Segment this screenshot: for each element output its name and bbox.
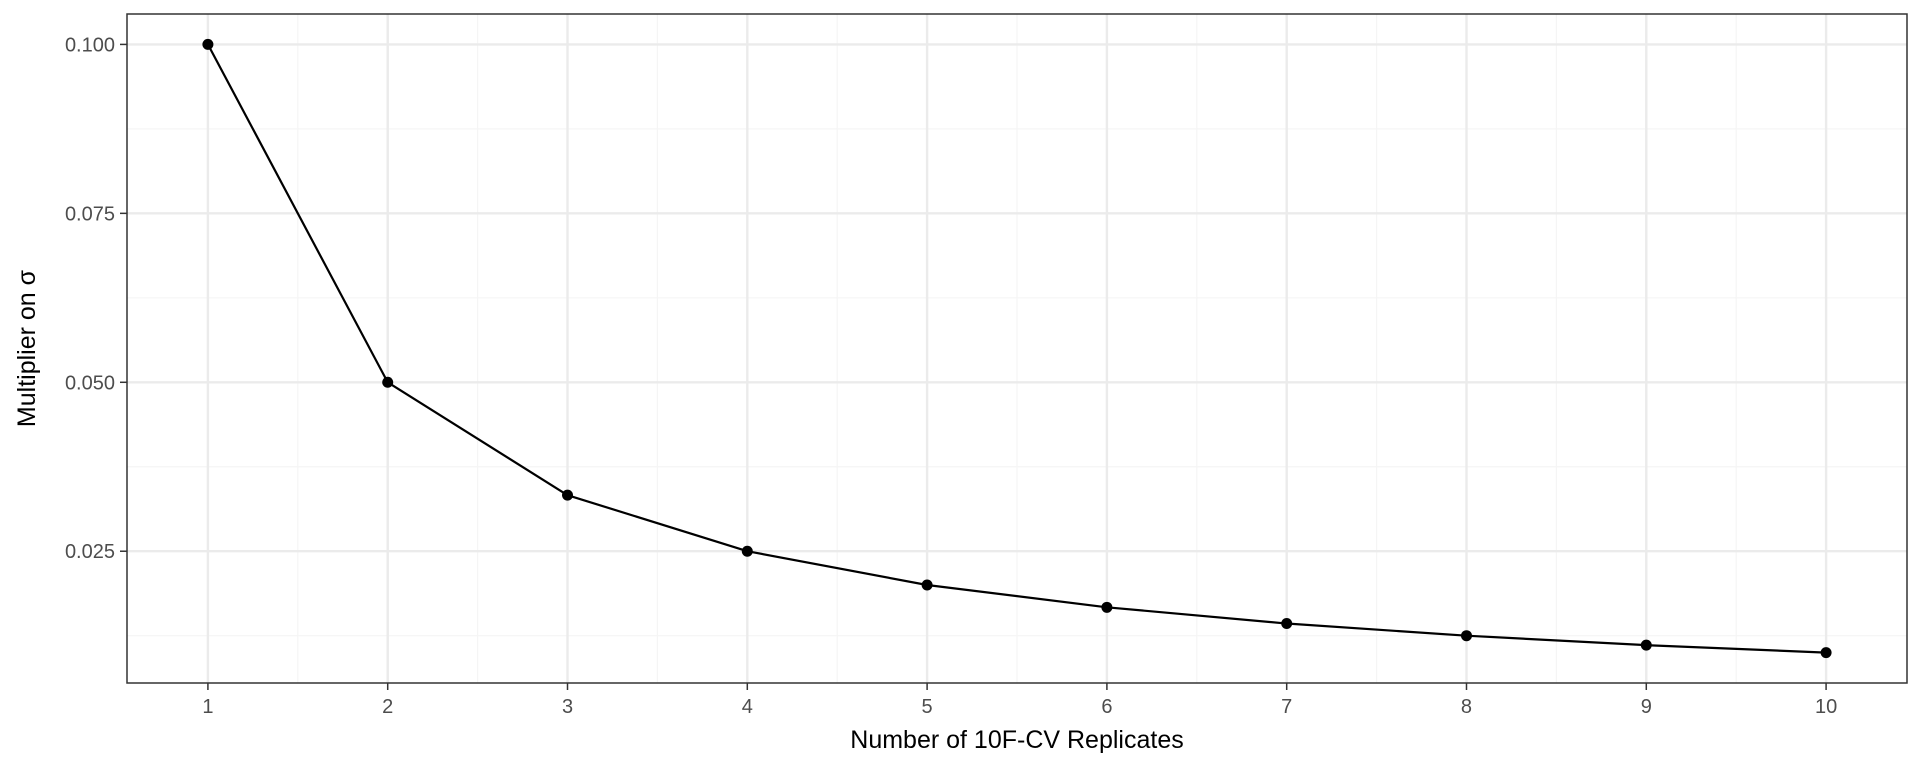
series-layer	[202, 38, 1832, 659]
x-tick-label: 2	[382, 696, 393, 718]
y-axis-ticks: 0.025 0.050 0.075 0.100	[65, 34, 127, 563]
data-point	[202, 38, 214, 50]
data-point	[1281, 618, 1293, 630]
x-tick-label: 3	[562, 696, 573, 718]
panel-border	[126, 13, 1908, 684]
y-tick-label: 0.025	[65, 541, 115, 563]
data-point	[1820, 647, 1832, 659]
data-point	[1640, 639, 1652, 651]
minor-gridlines	[127, 14, 1907, 683]
x-tick-label: 6	[1101, 696, 1112, 718]
data-point	[562, 489, 574, 501]
y-axis-title: Multiplier on σ	[13, 269, 41, 427]
x-axis-title: Number of 10F-CV Replicates	[850, 726, 1183, 754]
y-tick-label: 0.050	[65, 372, 115, 394]
x-tick-label: 5	[922, 696, 933, 718]
x-axis-ticks: 1 2 3 4 5 6 7 8 9 10	[202, 683, 1837, 718]
data-point	[741, 545, 753, 557]
data-point	[382, 376, 394, 388]
data-point	[1101, 601, 1113, 613]
x-tick-label: 9	[1641, 696, 1652, 718]
y-tick-label: 0.075	[65, 203, 115, 225]
x-tick-label: 7	[1281, 696, 1292, 718]
data-point	[1460, 630, 1472, 642]
major-gridlines	[127, 14, 1907, 683]
x-tick-label: 1	[202, 696, 213, 718]
x-tick-label: 10	[1815, 696, 1837, 718]
data-point	[921, 579, 933, 591]
x-tick-label: 4	[742, 696, 753, 718]
series-line	[206, 43, 1827, 654]
y-tick-label: 0.100	[65, 34, 115, 56]
x-tick-label: 8	[1461, 696, 1472, 718]
